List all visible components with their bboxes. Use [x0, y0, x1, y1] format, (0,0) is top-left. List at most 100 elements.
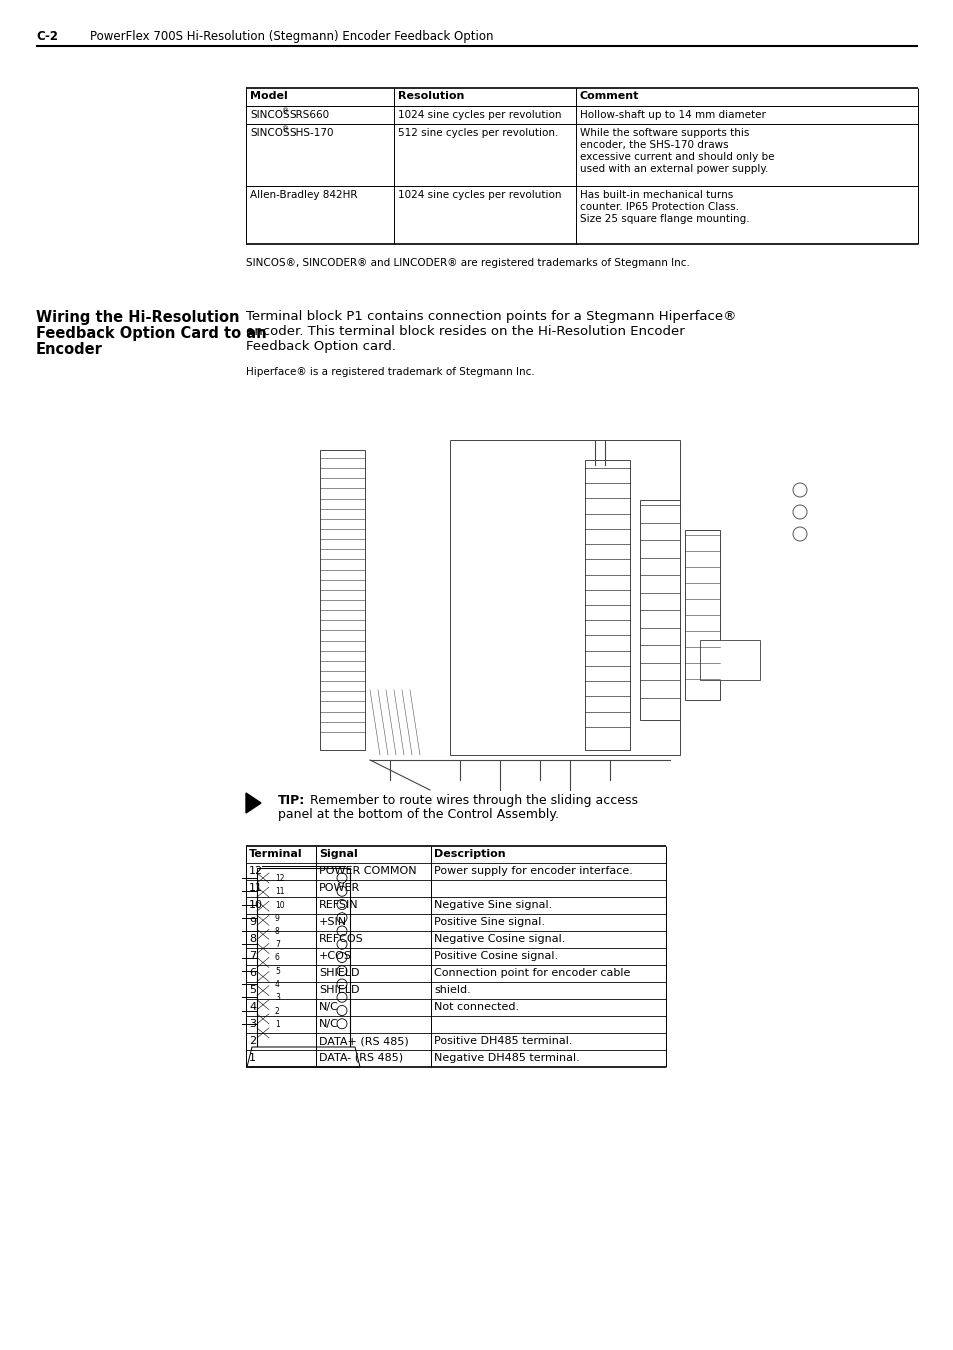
Text: TIP:: TIP:: [277, 794, 305, 807]
Text: Signal: Signal: [318, 849, 357, 859]
Text: 2: 2: [249, 1035, 255, 1046]
Text: Size 25 square flange mounting.: Size 25 square flange mounting.: [579, 215, 749, 224]
Text: 1: 1: [274, 1019, 279, 1029]
Text: +COS: +COS: [318, 950, 352, 961]
Circle shape: [336, 926, 347, 936]
Text: Model: Model: [250, 90, 288, 101]
Text: 11: 11: [274, 887, 284, 896]
Text: N/C: N/C: [318, 1019, 338, 1029]
Text: Comment: Comment: [579, 90, 639, 101]
Text: Allen-Bradley 842HR: Allen-Bradley 842HR: [250, 190, 357, 200]
Text: 3: 3: [249, 1019, 255, 1029]
Text: +SIN: +SIN: [318, 917, 347, 927]
Bar: [700, 640, 760, 680]
Bar: [639, 500, 679, 720]
Text: 1024 sine cycles per revolution: 1024 sine cycles per revolution: [397, 190, 561, 200]
Circle shape: [792, 483, 806, 497]
Polygon shape: [246, 792, 261, 813]
Text: Encoder: Encoder: [36, 342, 103, 356]
Text: 4: 4: [249, 1002, 255, 1012]
Text: used with an external power supply.: used with an external power supply.: [579, 163, 767, 174]
Text: Positive Cosine signal.: Positive Cosine signal.: [434, 950, 558, 961]
Text: excessive current and should only be: excessive current and should only be: [579, 153, 774, 162]
Text: Description: Description: [434, 849, 505, 859]
Circle shape: [792, 526, 806, 541]
Circle shape: [336, 1019, 347, 1029]
Text: PowerFlex 700S Hi-Resolution (Stegmann) Encoder Feedback Option: PowerFlex 700S Hi-Resolution (Stegmann) …: [90, 30, 493, 43]
Text: SINCOS: SINCOS: [250, 109, 290, 120]
Text: 512 sine cycles per revolution.: 512 sine cycles per revolution.: [397, 128, 558, 138]
Text: Feedback Option card.: Feedback Option card.: [246, 340, 395, 352]
Circle shape: [336, 953, 347, 963]
Text: 11: 11: [249, 883, 263, 892]
Text: SINCOS: SINCOS: [250, 128, 290, 138]
Text: DATA+ (RS 485): DATA+ (RS 485): [318, 1035, 408, 1046]
Polygon shape: [247, 1048, 359, 1067]
Text: 2: 2: [274, 1007, 279, 1015]
Text: counter. IP65 Protection Class.: counter. IP65 Protection Class.: [579, 202, 739, 212]
Text: 12: 12: [249, 865, 263, 876]
Text: Connection point for encoder cable: Connection point for encoder cable: [434, 968, 630, 977]
Text: Negative Sine signal.: Negative Sine signal.: [434, 900, 552, 910]
Text: POWER: POWER: [318, 883, 360, 892]
Text: 1: 1: [249, 1053, 255, 1062]
Text: DATA- (RS 485): DATA- (RS 485): [318, 1053, 403, 1062]
Text: SHIELD: SHIELD: [318, 986, 359, 995]
Text: ®: ®: [282, 126, 289, 132]
Text: REFCOS: REFCOS: [318, 934, 363, 944]
Bar: [256, 868, 350, 1048]
Text: Wiring the Hi-Resolution: Wiring the Hi-Resolution: [36, 310, 239, 325]
Circle shape: [336, 899, 347, 910]
Text: Negative DH485 terminal.: Negative DH485 terminal.: [434, 1053, 579, 1062]
Text: While the software supports this: While the software supports this: [579, 128, 749, 138]
Text: 10: 10: [249, 900, 263, 910]
Text: Hiperface® is a registered trademark of Stegmann Inc.: Hiperface® is a registered trademark of …: [246, 367, 535, 377]
Text: 1024 sine cycles per revolution: 1024 sine cycles per revolution: [397, 109, 561, 120]
Text: Remember to route wires through the sliding access: Remember to route wires through the slid…: [306, 794, 638, 807]
Bar: [319, 450, 365, 751]
Text: 9: 9: [274, 914, 279, 923]
Text: C-2: C-2: [36, 30, 58, 43]
Text: shield.: shield.: [434, 986, 470, 995]
Circle shape: [336, 940, 347, 949]
Text: 7: 7: [249, 950, 255, 961]
Text: 3: 3: [274, 994, 279, 1002]
Text: ®: ®: [282, 108, 289, 113]
Text: Not connected.: Not connected.: [434, 1002, 518, 1012]
Text: Hollow-shaft up to 14 mm diameter: Hollow-shaft up to 14 mm diameter: [579, 109, 765, 120]
Text: Terminal: Terminal: [249, 849, 302, 859]
Text: Has built-in mechanical turns: Has built-in mechanical turns: [579, 190, 733, 200]
Text: 8: 8: [249, 934, 255, 944]
Text: SRS660: SRS660: [289, 109, 329, 120]
Text: SINCOS®, SINCODER® and LINCODER® are registered trademarks of Stegmann Inc.: SINCOS®, SINCODER® and LINCODER® are reg…: [246, 258, 689, 269]
Text: Positive DH485 terminal.: Positive DH485 terminal.: [434, 1035, 572, 1046]
Bar: [684, 531, 720, 701]
Circle shape: [792, 505, 806, 518]
Text: SHS-170: SHS-170: [289, 128, 334, 138]
Text: SHIELD: SHIELD: [318, 968, 359, 977]
Bar: [584, 460, 629, 751]
Text: Negative Cosine signal.: Negative Cosine signal.: [434, 934, 565, 944]
Text: N/C: N/C: [318, 1002, 338, 1012]
Text: 4: 4: [274, 980, 279, 990]
Text: 5: 5: [249, 986, 255, 995]
Circle shape: [336, 965, 347, 976]
Text: Resolution: Resolution: [397, 90, 464, 101]
Text: 6: 6: [249, 968, 255, 977]
Bar: [450, 440, 679, 755]
Text: 5: 5: [274, 967, 279, 976]
Text: Positive Sine signal.: Positive Sine signal.: [434, 917, 544, 927]
Text: 6: 6: [274, 953, 279, 963]
Text: REFSIN: REFSIN: [318, 900, 358, 910]
Circle shape: [336, 1006, 347, 1015]
Text: 12: 12: [274, 873, 284, 883]
Circle shape: [336, 992, 347, 1002]
Text: 7: 7: [274, 940, 279, 949]
Text: Feedback Option Card to an: Feedback Option Card to an: [36, 325, 266, 342]
Text: encoder. This terminal block resides on the Hi-Resolution Encoder: encoder. This terminal block resides on …: [246, 325, 684, 338]
Text: 8: 8: [274, 927, 279, 936]
Text: POWER COMMON: POWER COMMON: [318, 865, 416, 876]
Circle shape: [336, 873, 347, 883]
Text: 9: 9: [249, 917, 255, 927]
Text: panel at the bottom of the Control Assembly.: panel at the bottom of the Control Assem…: [277, 809, 558, 821]
